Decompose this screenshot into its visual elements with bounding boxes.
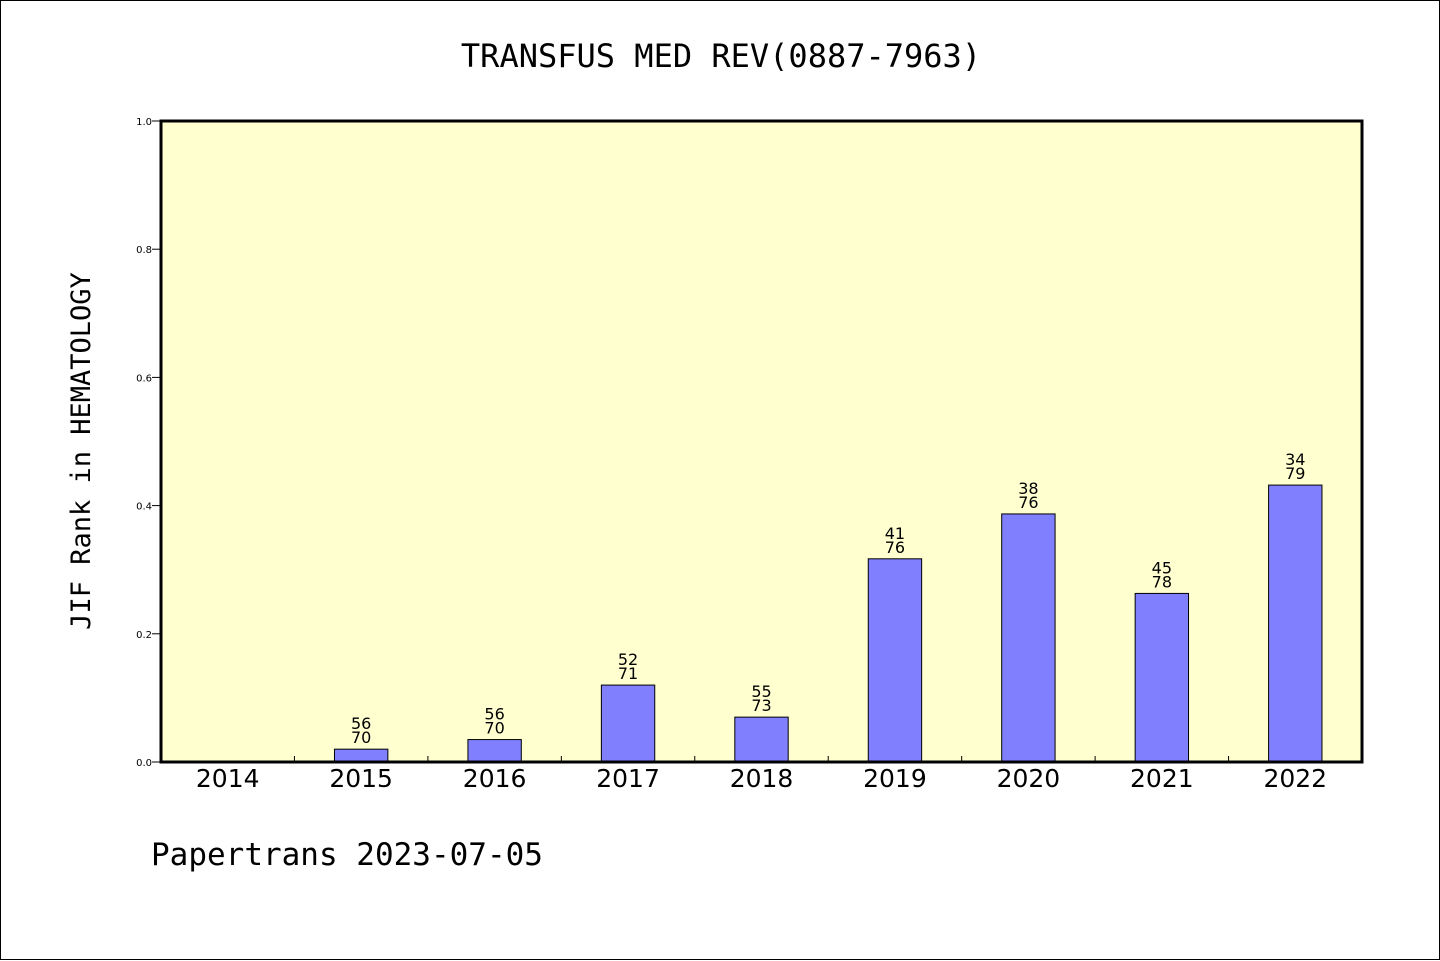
bars: [333, 484, 1323, 763]
bar-2017: [600, 684, 656, 763]
x-tick-label-2022: 2022: [1263, 764, 1327, 793]
x-tick-label-2018: 2018: [730, 764, 794, 793]
chart-title: TRANSFUS MED REV(0887-7963): [461, 37, 981, 75]
x-tick-label-2020: 2020: [997, 764, 1061, 793]
data-label-bottom-2015: 70: [351, 728, 371, 747]
y-tick-label: 0.2: [136, 630, 152, 641]
bar-2022: [1268, 484, 1323, 763]
x-axis: 2014 2015 2016 2017 2018 2019 2020 2021 2022: [196, 756, 1327, 793]
data-label-bottom-2022: 79: [1285, 464, 1305, 483]
data-label-top-2020: 38: [1018, 479, 1038, 498]
data-label-top-2018: 55: [751, 682, 771, 701]
y-tick-label: 0.6: [136, 373, 152, 384]
x-tick-label-2021: 2021: [1130, 764, 1194, 793]
data-label-bottom-2019: 76: [885, 538, 905, 557]
data-label-bottom-2017: 71: [618, 664, 638, 683]
data-label-top-2016: 56: [484, 705, 504, 724]
bar-2019: [867, 558, 923, 763]
data-label-bottom-2018: 73: [751, 696, 771, 715]
data-label-top-2021: 45: [1152, 558, 1172, 577]
x-tick-label-2014: 2014: [196, 764, 260, 793]
y-axis-label: JIF Rank in HEMATOLOGY: [66, 272, 97, 630]
bar-2020: [1001, 513, 1056, 763]
data-label-bottom-2021: 78: [1152, 572, 1172, 591]
y-tick-label: 0.8: [136, 245, 152, 256]
data-label-top-2015: 56: [351, 714, 371, 733]
x-tick-label-2017: 2017: [596, 764, 660, 793]
y-tick-label: 0.4: [136, 502, 152, 513]
bar-2018: [734, 716, 789, 763]
y-tick-label: 1.0: [136, 117, 152, 128]
bar-2021: [1134, 592, 1190, 763]
data-label-bottom-2020: 76: [1018, 493, 1038, 512]
data-label-bottom-2016: 70: [484, 719, 504, 738]
y-axis: 0.0 0.2 0.4 0.6 0.8 1.0: [136, 117, 161, 769]
data-label-top-2019: 41: [885, 524, 905, 543]
plot-border: [159, 119, 1364, 764]
x-tick-label-2019: 2019: [863, 764, 927, 793]
x-tick-label-2016: 2016: [463, 764, 527, 793]
data-label-top-2017: 52: [618, 650, 638, 669]
x-tick-label-2015: 2015: [329, 764, 393, 793]
footer-credit: Papertrans 2023-07-05: [151, 837, 543, 873]
bar-2016: [467, 739, 522, 763]
data-label-top-2022: 34: [1285, 450, 1305, 469]
y-tick-label: 0.0: [136, 758, 152, 769]
bar-2015: [333, 748, 389, 763]
